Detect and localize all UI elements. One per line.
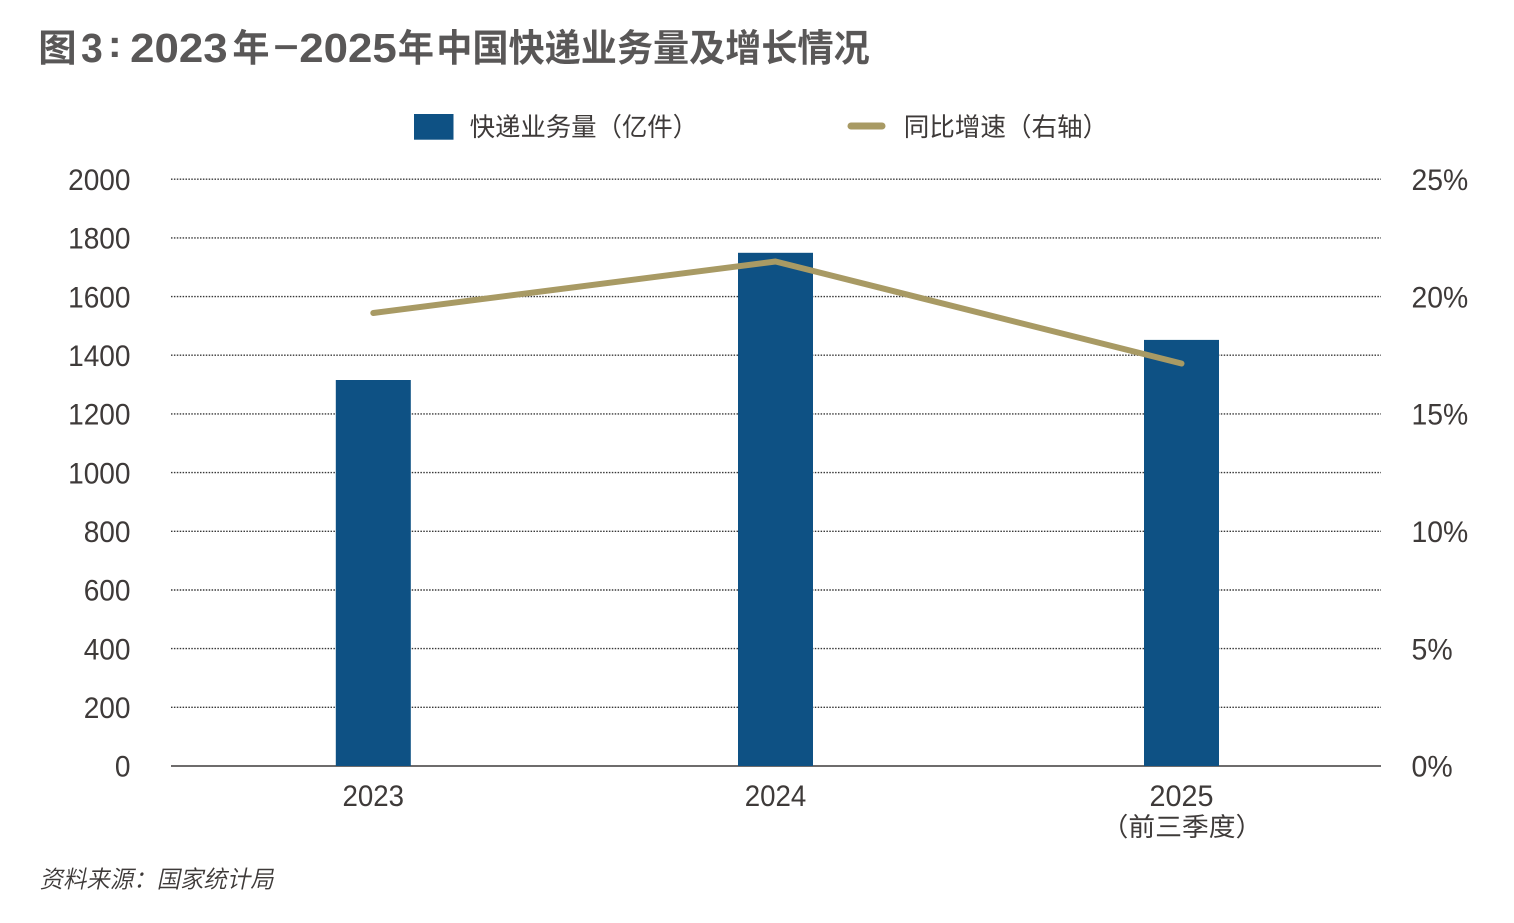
svg-text:1400: 1400: [68, 340, 130, 373]
svg-text:1200: 1200: [68, 399, 130, 432]
svg-text:1800: 1800: [68, 223, 130, 256]
svg-text:0%: 0%: [1412, 751, 1453, 784]
svg-text:5%: 5%: [1412, 633, 1453, 666]
svg-text:600: 600: [84, 575, 131, 608]
svg-text:2023: 2023: [343, 780, 405, 813]
svg-text:2023: 2023: [130, 25, 228, 71]
svg-text:10%: 10%: [1412, 516, 1469, 549]
svg-text:0: 0: [115, 751, 131, 784]
svg-text:2025: 2025: [299, 25, 397, 71]
svg-text:15%: 15%: [1412, 399, 1469, 432]
svg-text:2000: 2000: [68, 164, 130, 197]
svg-text:1600: 1600: [68, 281, 130, 314]
svg-text:2024: 2024: [745, 780, 807, 813]
svg-text:200: 200: [84, 692, 131, 725]
svg-text:800: 800: [84, 516, 131, 549]
svg-text:2025: 2025: [1150, 780, 1214, 813]
svg-text:400: 400: [84, 633, 131, 666]
svg-text:25%: 25%: [1412, 164, 1469, 197]
svg-text:1000: 1000: [68, 457, 130, 490]
svg-text:20%: 20%: [1412, 281, 1469, 314]
svg-text:3: 3: [81, 25, 103, 71]
